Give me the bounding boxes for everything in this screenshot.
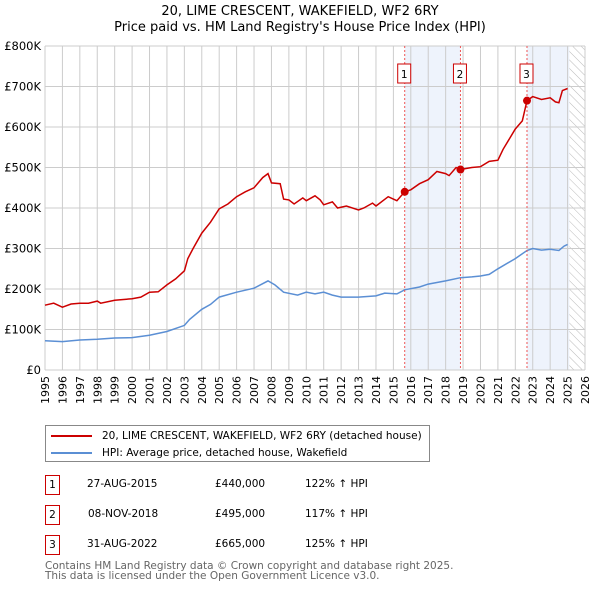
sale-marker-box bbox=[519, 63, 534, 84]
legend-swatch-blue bbox=[51, 452, 92, 454]
chart-title: 20, LIME CRESCENT, WAKEFIELD, WF2 6RY bbox=[161, 4, 439, 19]
x-tick-label: 2021 bbox=[492, 376, 505, 404]
x-tick-label: 2002 bbox=[161, 376, 174, 404]
legend-item-hpi: HPI: Average price, detached house, Wake… bbox=[51, 445, 347, 461]
x-tick-label: 2005 bbox=[213, 376, 226, 404]
sale-marker-box bbox=[452, 63, 467, 84]
sale-point bbox=[456, 165, 465, 174]
legend-label: 20, LIME CRESCENT, WAKEFIELD, WF2 6RY (d… bbox=[102, 430, 422, 442]
x-tick-label: 2025 bbox=[562, 376, 575, 404]
sale-point bbox=[400, 187, 409, 196]
y-tick-label: £400K bbox=[4, 201, 41, 215]
x-tick-label: 2000 bbox=[126, 376, 139, 404]
sale-badge: 2 bbox=[45, 505, 60, 525]
sale-marker-box bbox=[397, 63, 412, 84]
price-line bbox=[44, 87, 568, 309]
legend: 20, LIME CRESCENT, WAKEFIELD, WF2 6RY (d… bbox=[45, 425, 430, 462]
sale-date: 31-AUG-2022 bbox=[87, 538, 158, 550]
hpi-line bbox=[44, 243, 568, 343]
chart-subtitle: Price paid vs. HM Land Registry's House … bbox=[114, 20, 486, 35]
x-tick-label: 2020 bbox=[474, 376, 487, 404]
sale-hpi: 125% ↑ HPI bbox=[305, 538, 368, 550]
x-tick-label: 2011 bbox=[318, 376, 331, 404]
sale-badge: 1 bbox=[45, 475, 60, 495]
x-tick-label: 2009 bbox=[283, 376, 296, 404]
legend-item-property: 20, LIME CRESCENT, WAKEFIELD, WF2 6RY (d… bbox=[51, 428, 422, 444]
sale-point bbox=[522, 96, 531, 105]
x-tick-label: 2017 bbox=[422, 376, 435, 404]
y-tick-label: £200K bbox=[4, 282, 41, 296]
footer-copyright: Contains HM Land Registry data © Crown c… bbox=[45, 560, 454, 572]
x-tick-label: 2006 bbox=[231, 376, 244, 404]
y-tick-label: £0 bbox=[26, 363, 41, 377]
x-tick-label: 2004 bbox=[196, 376, 209, 404]
y-tick-label: £800K bbox=[4, 39, 41, 53]
price-chart: 1995 1996 1997 1998 1999 2000 2001 2002 2003 2004… bbox=[4, 39, 592, 404]
x-tick-label: 1995 bbox=[39, 376, 52, 404]
x-tick-label: 2013 bbox=[353, 376, 366, 404]
sale-marker-label: 1 bbox=[401, 69, 408, 81]
x-tick-label: 2024 bbox=[544, 376, 557, 404]
x-tick-label: 2007 bbox=[248, 376, 261, 404]
x-tick-label: 2008 bbox=[265, 376, 278, 404]
x-tick-label: 2019 bbox=[457, 376, 470, 404]
y-tick-label: £300K bbox=[4, 242, 41, 256]
x-tick-label: 1997 bbox=[74, 376, 87, 404]
x-tick-label: 2010 bbox=[300, 376, 313, 404]
x-tick-label: 2015 bbox=[387, 376, 400, 404]
sale-marker-label: 2 bbox=[457, 69, 464, 81]
x-tick-label: 2023 bbox=[527, 376, 540, 404]
x-tick-label: 1999 bbox=[109, 376, 122, 404]
sale-hpi: 117% ↑ HPI bbox=[305, 508, 368, 520]
y-tick-label: £700K bbox=[4, 80, 41, 94]
x-tick-label: 2012 bbox=[335, 376, 348, 404]
x-tick-label: 2014 bbox=[370, 376, 383, 404]
x-tick-label: 1996 bbox=[56, 376, 69, 404]
x-tick-label: 2026 bbox=[579, 376, 592, 404]
x-tick-label: 2001 bbox=[144, 376, 157, 404]
x-tick-label: 1998 bbox=[91, 376, 104, 404]
legend-label: HPI: Average price, detached house, Wake… bbox=[102, 447, 348, 459]
sale-date: 27-AUG-2015 bbox=[87, 478, 158, 490]
x-tick-label: 2018 bbox=[440, 376, 453, 404]
x-tick-label: 2022 bbox=[509, 376, 522, 404]
y-tick-label: £500K bbox=[4, 161, 41, 175]
x-tick-label: 2003 bbox=[178, 376, 191, 404]
x-tick-label: 2016 bbox=[405, 376, 418, 404]
sale-badge: 3 bbox=[45, 535, 60, 555]
sale-date: 08-NOV-2018 bbox=[88, 508, 159, 520]
sale-marker-label: 3 bbox=[523, 69, 530, 81]
sale-price: £665,000 bbox=[215, 538, 266, 550]
y-tick-label: £600K bbox=[4, 120, 41, 134]
legend-swatch-red bbox=[51, 435, 92, 437]
sale-price: £440,000 bbox=[215, 478, 266, 490]
y-tick-label: £100K bbox=[4, 323, 41, 337]
sale-hpi: 122% ↑ HPI bbox=[305, 478, 368, 490]
sale-price: £495,000 bbox=[215, 508, 266, 520]
footer-licence: This data is licensed under the Open Gov… bbox=[45, 570, 380, 582]
